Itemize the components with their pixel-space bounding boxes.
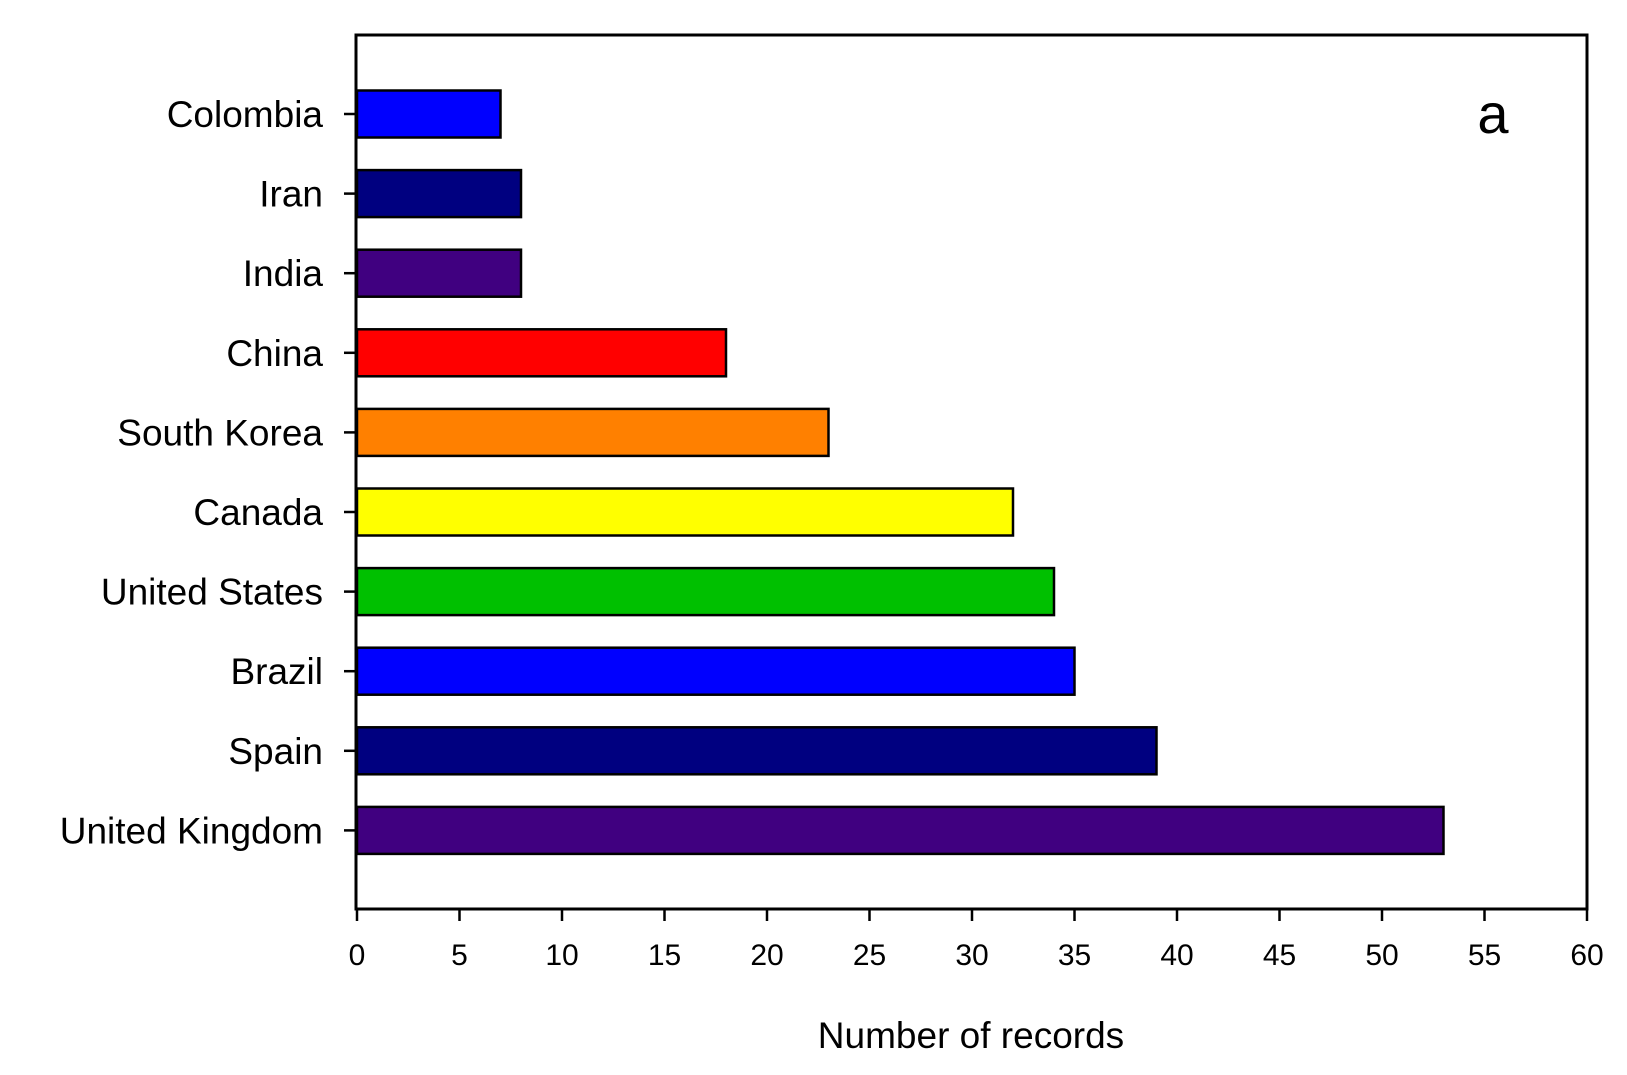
- x-tick-label: 10: [545, 939, 578, 972]
- category-label-spain: Spain: [228, 731, 323, 772]
- x-tick-label: 30: [955, 939, 988, 972]
- category-label-iran: Iran: [259, 174, 323, 215]
- x-tick-label: 5: [451, 939, 468, 972]
- x-axis-tick-labels: 0 5 10 15 20 25 30 35 40 45 50 55 60: [349, 939, 1604, 972]
- category-label-south-korea: South Korea: [117, 412, 323, 453]
- x-tick-label: 35: [1058, 939, 1091, 972]
- bar-united-states: [355, 566, 1056, 617]
- panel-label: a: [1477, 82, 1509, 145]
- bar-india: [355, 248, 523, 298]
- bars-group: [355, 89, 1445, 856]
- bar-united-kingdom: [355, 805, 1445, 856]
- category-label-china: China: [226, 333, 323, 374]
- x-axis-ticks: [355, 909, 1589, 921]
- x-axis-title: Number of records: [818, 1015, 1124, 1056]
- bar-iran: [355, 168, 523, 219]
- category-label-united-states: United States: [101, 572, 323, 613]
- x-tick-label: 20: [750, 939, 783, 972]
- bar-brazil: [355, 646, 1076, 696]
- y-axis-ticks: [344, 112, 356, 832]
- x-tick-label: 60: [1570, 939, 1603, 972]
- bar-south-korea: [355, 407, 830, 458]
- category-label-colombia: Colombia: [167, 94, 324, 135]
- plot-frame: [354, 33, 1589, 911]
- x-tick-label: 40: [1160, 939, 1193, 972]
- x-tick-label: 50: [1365, 939, 1398, 972]
- category-label-united-kingdom: United Kingdom: [60, 810, 323, 851]
- category-label-canada: Canada: [193, 492, 323, 533]
- category-label-india: India: [243, 253, 324, 294]
- x-tick-label: 25: [853, 939, 886, 972]
- category-labels: Colombia Iran India China South Korea Canada U…: [60, 94, 324, 851]
- x-tick-label: 0: [349, 939, 366, 972]
- x-tick-label: 55: [1468, 939, 1501, 972]
- bar-spain: [355, 726, 1158, 776]
- bar-china: [355, 328, 728, 378]
- bar-canada: [355, 487, 1015, 537]
- x-tick-label: 45: [1263, 939, 1296, 972]
- category-label-brazil: Brazil: [230, 651, 323, 692]
- bar-colombia: [355, 89, 502, 139]
- x-tick-label: 15: [648, 939, 681, 972]
